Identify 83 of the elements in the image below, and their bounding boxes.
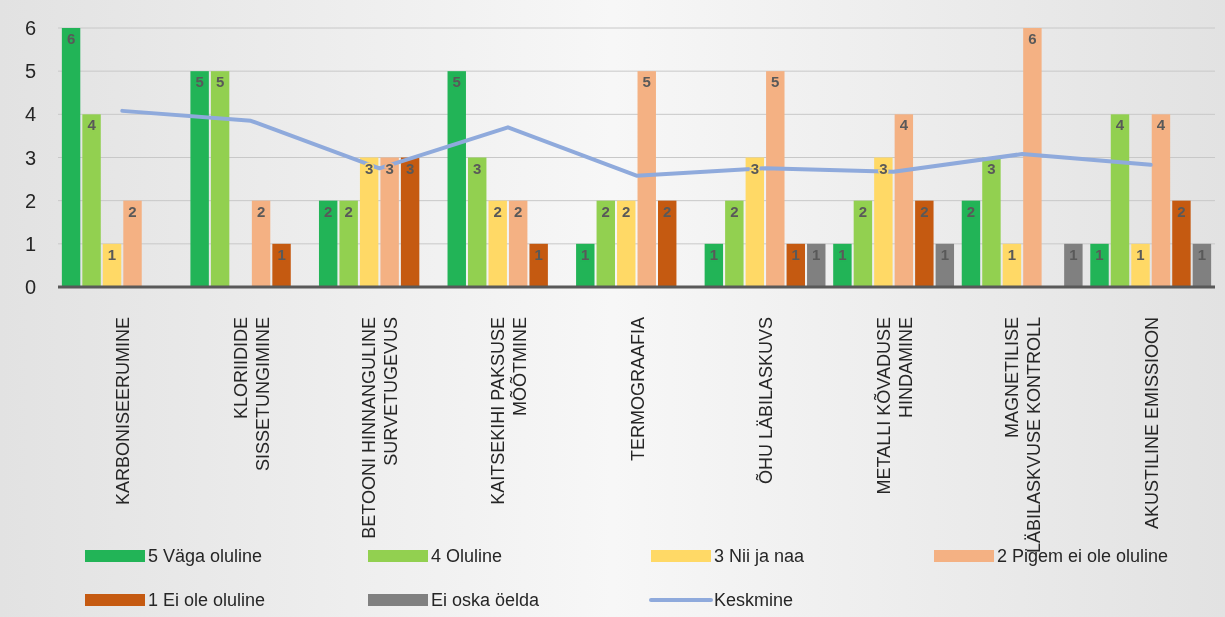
bar bbox=[190, 71, 209, 287]
data-label: 2 bbox=[966, 202, 976, 220]
bar bbox=[1023, 28, 1042, 287]
x-tick-label: KLORIIDIDE SISSETUNGIMINE bbox=[230, 317, 273, 472]
data-label: 3 bbox=[473, 159, 482, 177]
data-label: 1 bbox=[534, 245, 543, 263]
bar bbox=[1110, 114, 1130, 287]
data-label: 2 bbox=[128, 202, 137, 220]
data-label: 1 bbox=[581, 245, 590, 263]
data-label: 2 bbox=[622, 202, 631, 220]
legend-label: 1 Ei ole oluline bbox=[148, 590, 266, 610]
y-tick-label: 1 bbox=[24, 232, 36, 255]
data-label: 4 bbox=[1156, 116, 1166, 134]
data-label: 2 bbox=[1177, 202, 1186, 220]
x-tick-label: AKUSTILINE EMISSIOON bbox=[1141, 317, 1162, 530]
bar bbox=[894, 114, 914, 287]
bar bbox=[123, 200, 142, 287]
legend-label: Ei oska öelda bbox=[431, 590, 541, 610]
data-label: 2 bbox=[344, 202, 353, 220]
data-label: 2 bbox=[256, 202, 266, 220]
data-label: 3 bbox=[750, 159, 759, 177]
x-tick-label: METALLI KÕVADUSE HINDAMINE bbox=[872, 317, 916, 495]
legend-label: 5 Väga oluline bbox=[148, 546, 263, 566]
bar bbox=[82, 114, 101, 287]
data-label: 2 bbox=[663, 202, 672, 220]
data-label: 3 bbox=[405, 159, 415, 177]
x-tick-label: KARBONISEERUMINE bbox=[113, 317, 134, 506]
data-label: 1 bbox=[1095, 245, 1104, 263]
data-label: 1 bbox=[1136, 245, 1145, 263]
data-label: 2 bbox=[514, 202, 523, 220]
legend-label: Keskmine bbox=[714, 590, 794, 610]
x-tick-label: KAITSEKIHI PAKSUSE MÕÕTMINE bbox=[487, 317, 530, 505]
data-label: 2 bbox=[920, 202, 929, 220]
x-tick-label: ÕHU LÄBILASKUVS bbox=[755, 317, 777, 485]
x-tick-label: TERMOGRAAFIA bbox=[627, 317, 648, 462]
y-tick-label: 0 bbox=[24, 276, 36, 298]
legend-label: 3 Nii ja naa bbox=[714, 546, 806, 566]
data-label: 5 bbox=[452, 73, 461, 91]
bar bbox=[725, 200, 744, 287]
y-tick-label: 3 bbox=[24, 146, 36, 169]
data-label: 1 bbox=[107, 245, 117, 263]
data-label: 2 bbox=[730, 202, 739, 220]
bar bbox=[1172, 200, 1191, 287]
data-label: 4 bbox=[1115, 116, 1125, 134]
data-label: 2 bbox=[493, 202, 502, 220]
bar bbox=[637, 71, 656, 287]
data-label: 2 bbox=[858, 202, 868, 220]
data-label: 6 bbox=[1028, 30, 1037, 47]
data-label: 1 bbox=[791, 245, 800, 263]
data-label: 2 bbox=[324, 202, 333, 220]
data-label: 1 bbox=[838, 245, 847, 263]
data-label: 4 bbox=[899, 116, 909, 134]
data-label: 5 bbox=[771, 73, 780, 91]
bar bbox=[874, 157, 893, 287]
bar bbox=[1151, 114, 1171, 287]
bar bbox=[447, 71, 466, 287]
y-tick-label: 6 bbox=[24, 17, 36, 39]
data-label: 5 bbox=[195, 73, 204, 91]
bar bbox=[210, 71, 230, 287]
data-label: 1 bbox=[709, 245, 719, 263]
y-tick-label: 5 bbox=[24, 60, 36, 83]
data-label: 6 bbox=[66, 30, 76, 47]
bar bbox=[745, 157, 765, 287]
bar bbox=[982, 157, 1001, 287]
legend-label: 4 Oluline bbox=[431, 546, 503, 566]
y-tick-label: 2 bbox=[24, 189, 36, 212]
bar bbox=[380, 157, 399, 287]
data-label: 1 bbox=[277, 245, 286, 263]
data-label: 2 bbox=[601, 202, 610, 220]
bar bbox=[468, 157, 487, 287]
x-tick-label: BETOONI HINNANGULINE SURVETUGEVUS bbox=[359, 317, 402, 539]
data-label: 5 bbox=[642, 73, 651, 91]
data-label: 5 bbox=[215, 73, 225, 91]
bar bbox=[339, 200, 358, 287]
bar bbox=[766, 71, 785, 287]
bar bbox=[915, 200, 934, 287]
data-label: 1 bbox=[1007, 245, 1017, 263]
bar bbox=[61, 28, 81, 287]
bar bbox=[488, 200, 507, 287]
data-label: 3 bbox=[987, 159, 996, 177]
line-series bbox=[120, 108, 1153, 178]
data-label: 4 bbox=[87, 116, 97, 134]
y-tick-label: 4 bbox=[24, 103, 36, 126]
